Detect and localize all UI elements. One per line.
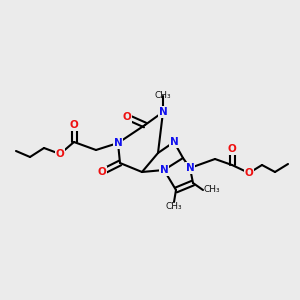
Text: N: N [114,138,122,148]
Text: O: O [56,149,64,159]
Text: O: O [70,120,78,130]
Text: CH₃: CH₃ [155,92,171,100]
Text: N: N [169,137,178,147]
Text: N: N [159,107,167,117]
Text: O: O [244,168,253,178]
Text: O: O [123,112,131,122]
Text: CH₃: CH₃ [203,185,220,194]
Text: N: N [160,165,168,175]
Text: N: N [186,163,194,173]
Text: O: O [228,144,236,154]
Text: O: O [98,167,106,177]
Text: CH₃: CH₃ [166,202,182,211]
